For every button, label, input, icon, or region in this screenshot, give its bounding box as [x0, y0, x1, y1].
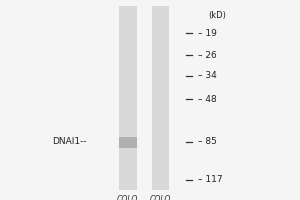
Text: DNAI1--: DNAI1-- — [52, 138, 87, 146]
Text: – 117: – 117 — [198, 176, 223, 184]
Text: – 85: – 85 — [198, 138, 217, 146]
Text: COLO: COLO — [150, 195, 171, 200]
Text: (kD): (kD) — [208, 11, 226, 20]
Bar — [152, 6, 169, 190]
Text: – 26: – 26 — [198, 50, 217, 60]
Text: – 19: – 19 — [198, 28, 217, 38]
Bar — [118, 137, 136, 148]
Text: – 34: – 34 — [198, 72, 217, 80]
Text: – 48: – 48 — [198, 95, 217, 104]
Bar — [118, 6, 136, 190]
Text: COLO: COLO — [117, 195, 138, 200]
